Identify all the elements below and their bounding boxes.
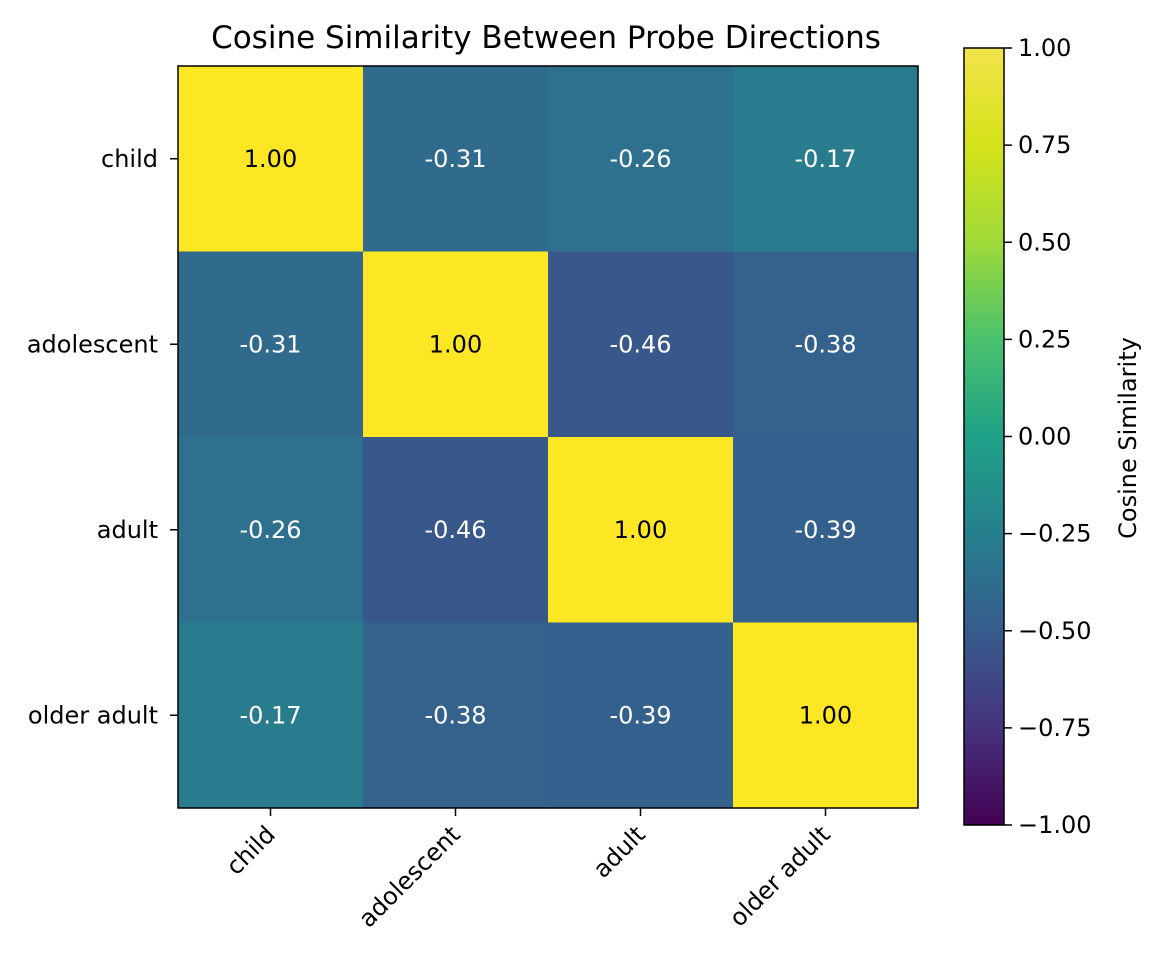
cell-value-label: -0.31 — [239, 330, 301, 358]
y-tick-label: child — [101, 145, 158, 173]
cell-value-label: -0.17 — [239, 701, 301, 729]
heatmap-cell-labels: 1.00 -0.31 -0.26 -0.17 -0.31 1.00 -0.46 -0.38 -0… — [239, 145, 856, 730]
colorbar-tick-label: −0.75 — [1018, 714, 1092, 742]
x-tick-label: child — [221, 820, 281, 880]
heatmap-cell-0-0 — [178, 66, 364, 252]
cell-value-label: -0.31 — [424, 145, 486, 173]
x-tick-label: older adult — [724, 820, 836, 932]
cell-value-label: -0.38 — [424, 701, 486, 729]
x-tick-label: adolescent — [353, 820, 466, 933]
colorbar-tick-label: −1.00 — [1018, 811, 1092, 839]
heatmap-cell-3-2 — [548, 622, 734, 809]
heatmap-cell-3-3 — [733, 622, 919, 809]
heatmap-cell-2-3 — [733, 437, 919, 623]
heatmap-cell-3-0 — [178, 622, 364, 809]
colorbar — [963, 47, 1005, 826]
colorbar-tick-label: 0.75 — [1018, 131, 1071, 159]
colorbar-tick-label: 1.00 — [1018, 34, 1071, 62]
colorbar-tick-label: 0.00 — [1018, 423, 1071, 451]
cell-value-label: 1.00 — [429, 330, 482, 358]
cell-value-label: -0.17 — [794, 145, 856, 173]
cell-value-label: 1.00 — [799, 701, 852, 729]
heatmap-cell-1-3 — [733, 251, 919, 438]
cell-value-label: -0.39 — [609, 701, 671, 729]
heatmap-cell-1-2 — [548, 251, 734, 438]
cell-value-label: -0.46 — [424, 516, 486, 544]
heatmap-cell-2-1 — [363, 437, 549, 623]
chart-title: Cosine Similarity Between Probe Directio… — [211, 20, 881, 56]
colorbar-label: Cosine Similarity — [1114, 337, 1142, 539]
y-tick-label: adult — [97, 516, 158, 544]
heatmap-cell-2-0 — [178, 437, 364, 623]
heatmap-cells — [178, 66, 919, 809]
x-tick-label: adult — [588, 820, 651, 883]
cell-value-label: -0.46 — [609, 330, 671, 358]
cell-value-label: -0.26 — [609, 145, 671, 173]
cell-value-label: 1.00 — [244, 145, 297, 173]
heatmap-cell-2-2 — [548, 437, 734, 623]
heatmap-cell-3-1 — [363, 622, 549, 809]
heatmap-frame — [177, 65, 919, 809]
heatmap-cell-1-0 — [178, 251, 364, 438]
y-tick-label: older adult — [28, 701, 158, 729]
colorbar-ticks: 1.00 0.75 0.50 0.25 0.00 −0.25 −0.50 −0.75 −1.00 — [1004, 34, 1092, 839]
colorbar-tick-label: −0.50 — [1018, 617, 1092, 645]
cell-value-label: -0.39 — [794, 516, 856, 544]
heatmap-cell-0-2 — [548, 66, 734, 252]
cell-value-label: -0.26 — [239, 516, 301, 544]
y-axis-ticks: child adolescent adult older adult — [27, 145, 178, 729]
cell-value-label: -0.38 — [794, 330, 856, 358]
y-tick-label: adolescent — [27, 330, 158, 358]
heatmap-cell-0-3 — [733, 66, 919, 252]
colorbar-tick-label: 0.50 — [1018, 228, 1071, 256]
colorbar-tick-label: −0.25 — [1018, 520, 1092, 548]
heatmap-cell-1-1 — [363, 251, 549, 438]
colorbar-tick-label: 0.25 — [1018, 325, 1071, 353]
x-axis-ticks: child adolescent adult older adult — [221, 808, 836, 933]
heatmap-cell-0-1 — [363, 66, 549, 252]
cell-value-label: 1.00 — [614, 516, 667, 544]
